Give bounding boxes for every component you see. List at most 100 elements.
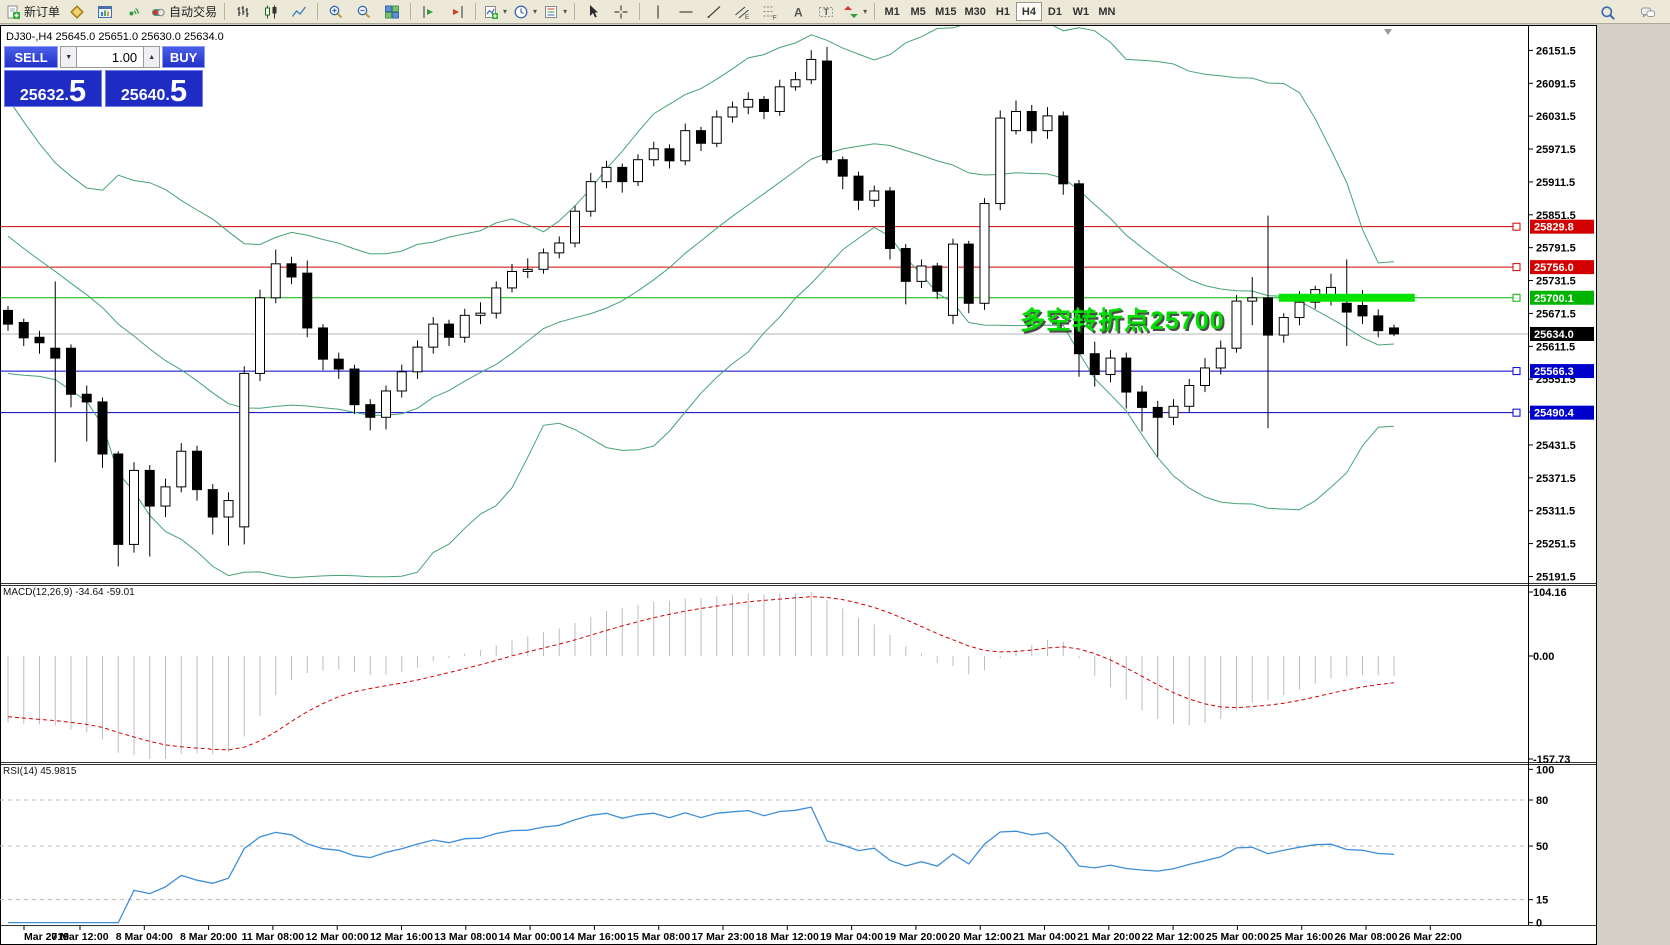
tile-windows-button[interactable] [378, 2, 406, 22]
line-end-handle[interactable] [1512, 408, 1521, 417]
trendline-button[interactable] [700, 2, 728, 22]
zoom-in-button[interactable] [322, 2, 350, 22]
candle-body [1058, 115, 1069, 185]
line-end-handle[interactable] [1512, 367, 1521, 376]
timeframe-mn-button[interactable]: MN [1098, 5, 1116, 18]
templates-button[interactable]: ▾ [540, 2, 570, 22]
candle-body [633, 159, 643, 183]
equidistant-channel-button[interactable]: E [728, 2, 756, 22]
timeframe-m5-button[interactable]: M5 [910, 5, 926, 18]
candle-body [853, 175, 864, 201]
candle [585, 172, 596, 217]
timeframe-m15-button[interactable]: M15 [935, 5, 957, 18]
new-order-button[interactable]: 新订单 [2, 2, 63, 22]
candle-body [475, 312, 486, 316]
candle [711, 110, 722, 148]
candle-body [365, 404, 376, 418]
candle [617, 163, 628, 193]
search-button[interactable] [1594, 3, 1622, 23]
candle-chart-mode-button[interactable] [257, 2, 285, 22]
candles-icon [265, 5, 277, 18]
candle [1074, 179, 1084, 377]
zoom-out-button[interactable] [350, 2, 378, 22]
chevron-down-icon: ▾ [563, 7, 568, 16]
chat-button[interactable] [1634, 3, 1662, 23]
candle [1152, 400, 1163, 457]
candle [1184, 378, 1195, 413]
candle [554, 236, 565, 259]
timeframe-h4-button[interactable]: H4 [1015, 2, 1042, 21]
candle-body [1184, 384, 1195, 407]
price-tick-label: 25791.5 [1536, 243, 1576, 255]
timeframe-d1-button[interactable]: D1 [1047, 5, 1062, 18]
toolbar-separator [317, 3, 319, 20]
candle-body [50, 347, 61, 359]
autotrading-button[interactable]: 自动交易 [147, 2, 220, 22]
rsi-axis-label: 0 [1536, 918, 1542, 930]
buy-price[interactable]: 25640. 5 [105, 70, 203, 107]
price-axis[interactable]: 26151.5 26091.5 26031.5 25971.5 25911.5 25851… [1528, 45, 1594, 930]
sell-button[interactable]: SELL [4, 46, 59, 68]
text-label-button[interactable]: T [812, 2, 840, 22]
timeframe-w1-button[interactable]: W1 [1072, 5, 1090, 18]
rsi-axis-label: 50 [1536, 841, 1548, 853]
level-price-label-bg [1530, 405, 1594, 420]
candle-body [507, 271, 517, 289]
crosshair-button[interactable] [607, 2, 635, 22]
bollinger-lower-band [7, 226, 1395, 579]
level-price-label: 25700.1 [1534, 293, 1574, 305]
candle-body [129, 469, 139, 545]
line-end-handle[interactable] [1512, 222, 1521, 231]
candle [1215, 340, 1226, 375]
line-chart-mode-button[interactable] [285, 2, 313, 22]
cursor-button[interactable] [579, 2, 607, 22]
candle-body [601, 166, 612, 183]
timeframe-m30-button[interactable]: M30 [964, 5, 986, 18]
profile-button[interactable] [63, 2, 91, 22]
candle [459, 308, 470, 343]
sell-price[interactable]: 25632. 5 [4, 70, 102, 107]
volume-input[interactable] [77, 46, 144, 68]
candle [664, 144, 675, 169]
line-end-handle[interactable] [1512, 293, 1521, 302]
new-order-label: 新订单 [24, 5, 61, 19]
price-tick-label: 25971.5 [1536, 144, 1576, 156]
candle [522, 258, 533, 279]
candle [822, 46, 832, 164]
market-watch-button[interactable] [91, 2, 119, 22]
line-end-handle[interactable] [1512, 263, 1521, 272]
timeframe-h1-button[interactable]: H1 [995, 5, 1010, 18]
buy-button[interactable]: BUY [162, 46, 205, 68]
horizontal-line-button[interactable] [672, 2, 700, 22]
arrow-tools-button[interactable]: ▾ [840, 2, 870, 22]
fibonacci-retracement-button[interactable]: F [756, 2, 784, 22]
signals-button[interactable] [119, 2, 147, 22]
highlight-segment[interactable] [1278, 293, 1415, 302]
indicators-icon [485, 5, 499, 19]
candle [333, 352, 344, 379]
candle-body [617, 166, 628, 183]
candle [963, 240, 974, 314]
candle-body [837, 159, 848, 177]
bar-chart-mode-button[interactable] [229, 2, 257, 22]
candle-body [1121, 357, 1132, 393]
candle [932, 262, 943, 299]
candle [1200, 358, 1210, 393]
bollinger-middle-band [7, 143, 1395, 416]
volume-increase-button[interactable]: ▲ [143, 46, 161, 68]
timeframe-m1-button[interactable]: M1 [884, 5, 900, 18]
candle-body [711, 116, 722, 144]
chart-shift-button[interactable] [415, 2, 443, 22]
indicators-button[interactable]: ▾ [480, 2, 510, 22]
periods-button[interactable]: ▾ [510, 2, 540, 22]
candle [538, 248, 549, 274]
auto-scroll-button[interactable] [443, 2, 471, 22]
text-button[interactable]: A [784, 2, 812, 22]
toolbar-separator [224, 3, 226, 20]
vertical-line-button[interactable] [644, 2, 672, 22]
volume-decrease-button[interactable]: ▼ [60, 46, 78, 68]
bollinger-upper-band [7, 26, 1395, 264]
candle [696, 126, 706, 151]
